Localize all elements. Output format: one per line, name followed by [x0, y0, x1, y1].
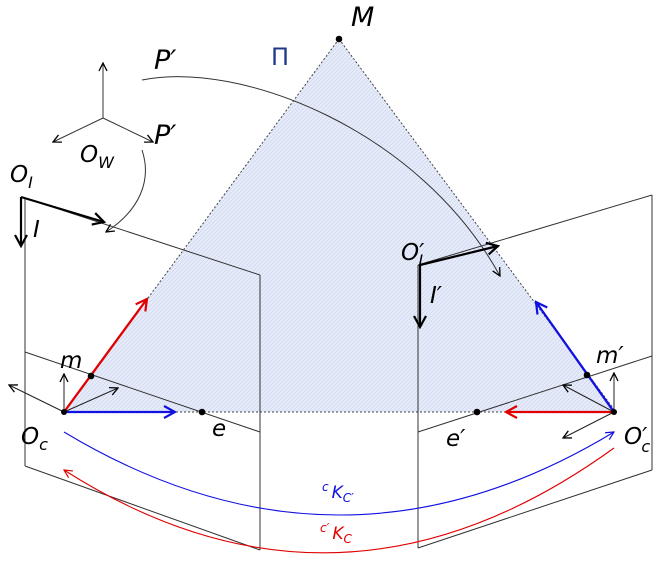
left-camera-axis-right [63, 388, 118, 413]
label-O-c: Oc [21, 424, 48, 454]
left-ray-vector [63, 299, 147, 413]
right-ray-vector [536, 302, 615, 413]
right-image-plane [417, 194, 653, 549]
left-camera-axes [9, 374, 118, 413]
left-camera-axis-left [9, 385, 65, 413]
right-camera-center [611, 409, 617, 415]
label-M: M [351, 2, 374, 33]
label-O-I: OI [10, 162, 33, 192]
point-e-left [198, 408, 206, 416]
label-O-I-prime: O′I [401, 240, 425, 270]
transform-arc-right [141, 76, 500, 276]
label-I: I [33, 217, 40, 243]
label-I-prime: I′ [430, 283, 443, 309]
point-e-right [473, 408, 481, 416]
label-O-W: OW [80, 142, 115, 172]
label-m: m [60, 348, 82, 374]
label-O-c-prime: O′c [624, 424, 650, 456]
transform-arc-left [106, 149, 146, 232]
point-m-world [335, 35, 343, 43]
right-image-axis-x [419, 246, 498, 267]
point-m-left [87, 372, 95, 380]
right-camera-axes [563, 373, 614, 438]
label-P-prime-top: P′ [154, 45, 176, 76]
label-e-prime: e′ [446, 426, 466, 452]
transform-c-to-cprime-arc [63, 432, 614, 516]
left-image-frame [20, 195, 104, 246]
left-camera-center [61, 409, 67, 415]
label-plane-pi: Π [271, 43, 289, 71]
world-axis-left [53, 117, 104, 142]
transform-cprime-to-c-arc [64, 447, 615, 554]
label-transform-cprime-c: c′ KC [320, 521, 352, 546]
left-image-axis-x [20, 195, 104, 222]
label-m-prime: m′ [596, 343, 624, 369]
right-image-frame [420, 246, 498, 327]
point-m-right [583, 371, 591, 379]
label-e: e [212, 416, 226, 442]
world-axis-right [102, 117, 153, 142]
right-camera-axis-down [563, 411, 615, 438]
world-frame [53, 63, 153, 142]
right-camera-axis-left [563, 385, 615, 413]
label-transform-c-cprime: c KC′ [322, 480, 354, 505]
epipolar-plane [64, 39, 616, 412]
label-P-prime-mid: P′ [154, 120, 176, 151]
